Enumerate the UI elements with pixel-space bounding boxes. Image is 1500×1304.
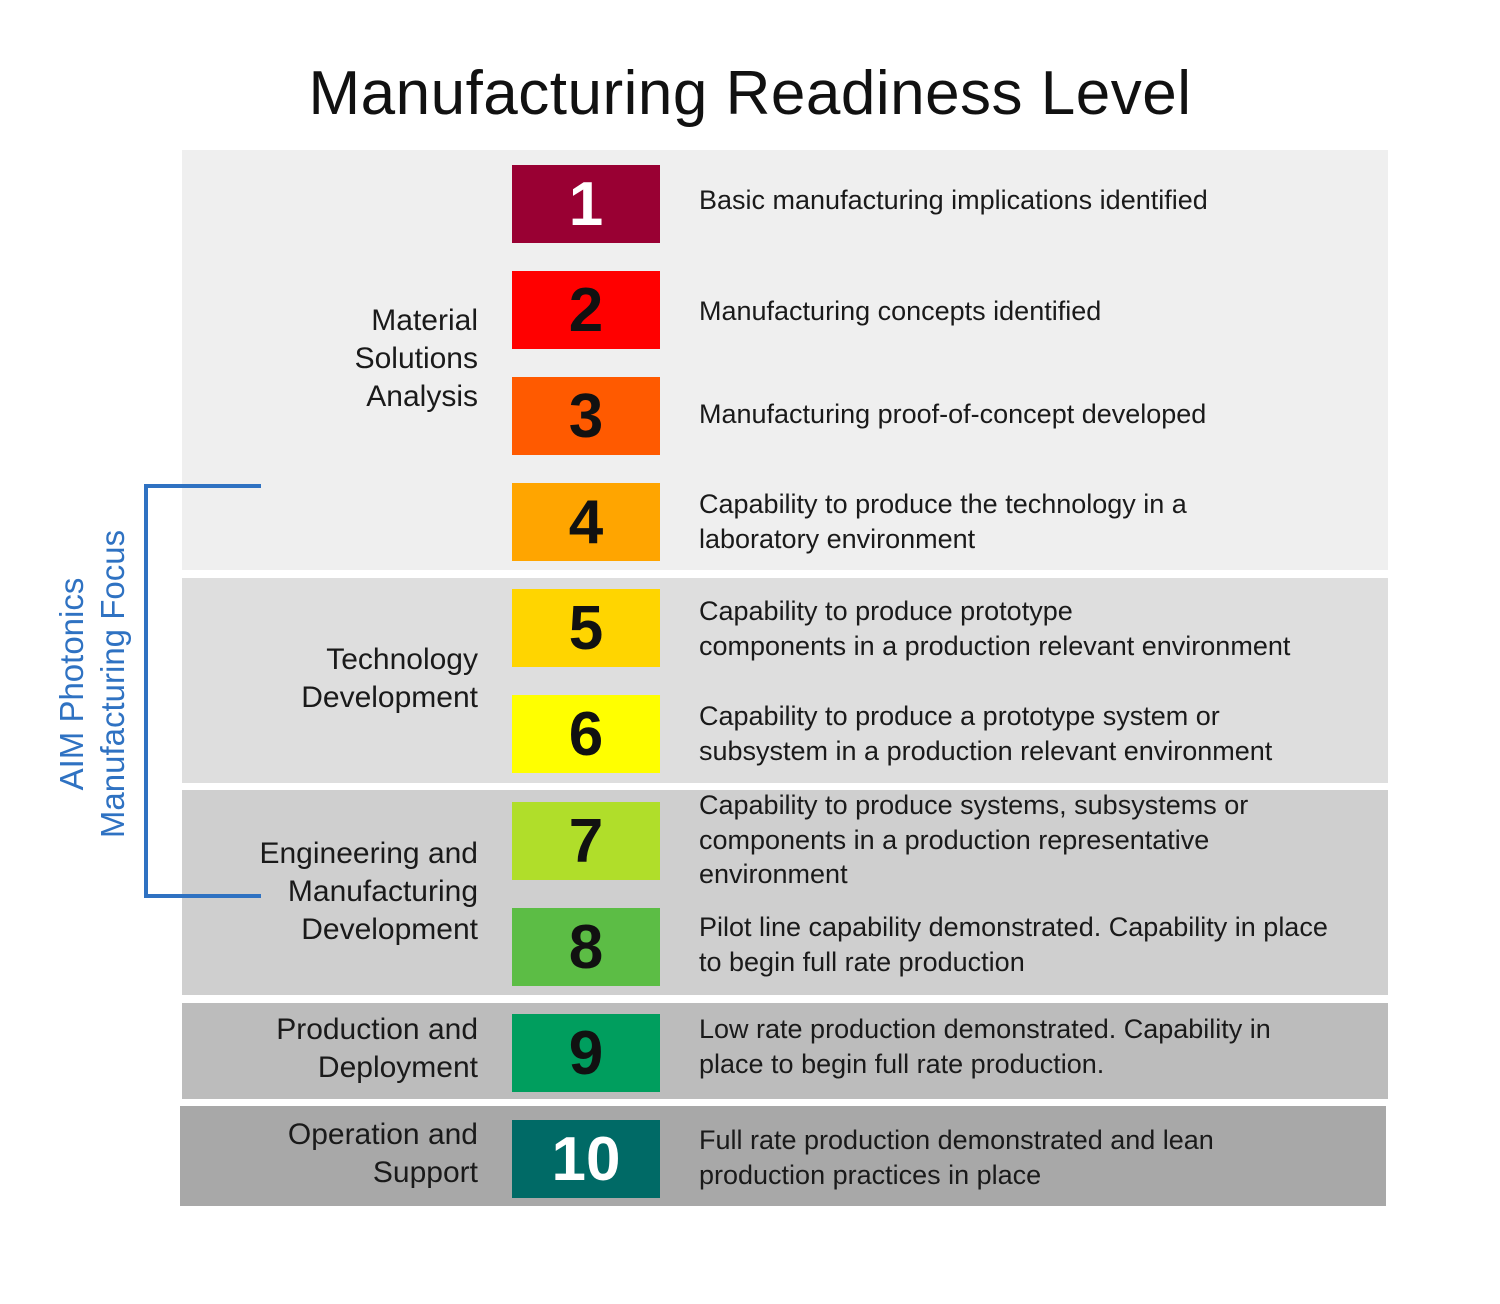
phase-label-operation-support: Operation and Support: [287, 1118, 478, 1189]
phase-label-material-solutions: Material Solutions Analysis: [354, 304, 478, 413]
level-description-1: Basic manufacturing implications identif…: [699, 185, 1208, 215]
page-title: Manufacturing Readiness Level: [308, 59, 1192, 128]
level-box-10: 10: [512, 1120, 660, 1198]
level-box-6: 6: [512, 695, 660, 773]
level-box-2: 2: [512, 271, 660, 349]
level-box-1: 1: [512, 165, 660, 243]
level-description-2: Manufacturing concepts identified: [699, 296, 1102, 326]
level-box-4: 4: [512, 483, 660, 561]
phase-label-production-deployment: Production and Deployment: [276, 1013, 478, 1084]
level-box-8: 8: [512, 908, 660, 986]
phase-label-engineering-manufacturing: Engineering and Manufacturing Developmen…: [259, 837, 478, 946]
phase-band-operation-support: [180, 1106, 1386, 1206]
phase-band-material-solutions: [182, 150, 1388, 570]
level-box-7: 7: [512, 802, 660, 880]
level-description-9: Low rate production demonstrated. Capabi…: [699, 1014, 1271, 1079]
level-description-3: Manufacturing proof-of-concept developed: [699, 399, 1207, 429]
level-description-7: Capability to produce systems, subsystem…: [699, 790, 1249, 889]
phase-band-production-deployment: [182, 1003, 1388, 1099]
level-description-10: Full rate production demonstrated and le…: [699, 1125, 1214, 1190]
phase-band-engineering-manufacturing: [182, 790, 1388, 995]
focus-label: AIM Photonics Manufacturing Focus: [53, 529, 131, 839]
level-description-5: Capability to produce prototype componen…: [699, 596, 1291, 661]
level-description-8: Pilot line capability demonstrated. Capa…: [699, 912, 1328, 977]
phase-label-technology-development: Technology Development: [301, 643, 478, 714]
level-description-4: Capability to produce the technology in …: [699, 489, 1187, 554]
level-box-9: 9: [512, 1014, 660, 1092]
phase-band-technology-development: [182, 578, 1388, 783]
level-box-3: 3: [512, 377, 660, 455]
level-description-6: Capability to produce a prototype system…: [699, 701, 1273, 766]
level-box-5: 5: [512, 589, 660, 667]
